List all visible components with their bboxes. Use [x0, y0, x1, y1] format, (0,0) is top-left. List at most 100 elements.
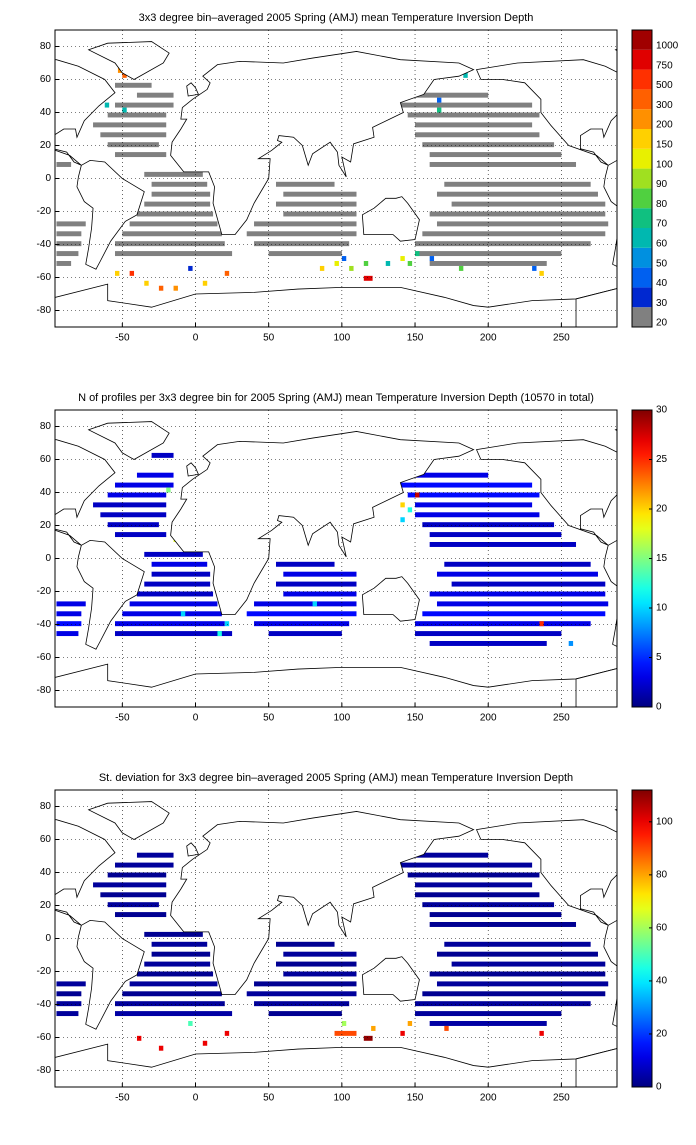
bin-cell: [275, 581, 357, 587]
bin-cell: [144, 961, 211, 967]
coastline: [55, 819, 116, 926]
bin-cell: [415, 882, 533, 888]
bin-cell: [539, 621, 544, 627]
y-tick-label: 40: [40, 867, 52, 878]
bin-cell: [144, 201, 211, 207]
bin-cell: [115, 102, 174, 108]
bin-cell: [385, 261, 391, 266]
colorbar-label: 750: [656, 60, 673, 71]
bin-cell: [173, 285, 178, 291]
bin-cell: [429, 211, 606, 217]
colorbar-swatch: [632, 208, 652, 228]
bin-cell: [429, 1021, 547, 1026]
plot-frame: [54, 409, 618, 708]
bin-cell: [104, 102, 110, 108]
plot-frame: [54, 789, 618, 1088]
coastline: [186, 842, 200, 857]
bin-cell: [254, 621, 350, 627]
bin-cell: [407, 112, 540, 118]
bin-cell: [429, 532, 562, 538]
bin-cell: [415, 1011, 562, 1017]
panel: 3x3 degree bin–averaged 2005 Spring (AMJ…: [37, 12, 679, 344]
x-tick-label: 50: [263, 713, 275, 724]
bin-cell: [151, 181, 208, 187]
colorbar-label: 90: [656, 179, 668, 190]
colorbar-label: 300: [656, 100, 673, 111]
y-tick-label: -20: [37, 966, 52, 977]
bin-cell: [312, 601, 317, 607]
y-tick-label: 0: [45, 553, 51, 564]
bin-cell: [429, 261, 547, 266]
bin-cell: [334, 261, 339, 266]
bin-cell: [436, 601, 609, 607]
bin-cell: [115, 862, 174, 868]
bin-cell: [444, 941, 591, 947]
bin-cell: [122, 107, 127, 113]
bin-cell: [415, 132, 540, 138]
colorbar-label: 5: [656, 652, 662, 663]
bin-cell: [100, 512, 167, 518]
bin-cell: [180, 611, 186, 617]
bin-cell: [268, 251, 342, 257]
cells: [56, 452, 609, 646]
bin-cell: [341, 1021, 347, 1026]
coastline: [76, 919, 145, 1030]
colorbar-label: 30: [656, 298, 668, 309]
bin-cell: [107, 872, 167, 878]
bin-cell: [275, 561, 335, 567]
bin-cell: [444, 1025, 449, 1031]
bin-cell: [136, 92, 174, 98]
colorbar-label: 80: [656, 199, 668, 210]
bin-cell: [122, 991, 222, 997]
coastline: [361, 576, 420, 622]
bin-cell: [136, 1035, 142, 1041]
y-tick-label: -60: [37, 272, 52, 283]
bin-cell: [136, 472, 174, 478]
y-tick-label: 20: [40, 900, 52, 911]
bin-cell: [254, 601, 357, 607]
x-tick-label: 0: [193, 333, 199, 344]
bin-cell: [122, 72, 127, 78]
colorbar-swatch: [632, 287, 652, 308]
colorbar-swatch: [632, 30, 652, 50]
x-tick-label: 250: [553, 1093, 570, 1104]
bin-cell: [283, 951, 357, 957]
bin-cell: [444, 181, 591, 187]
colorbar-swatch: [632, 49, 652, 70]
bin-cell: [56, 251, 79, 257]
coastline: [76, 159, 145, 270]
bin-cell: [415, 1001, 591, 1007]
bin-cell: [283, 971, 357, 977]
bin-cell: [217, 631, 222, 637]
bin-cell: [415, 631, 562, 637]
bin-cell: [283, 591, 357, 597]
colorbar-label: 20: [656, 1029, 668, 1040]
panel: N of profiles per 3x3 degree bin for 200…: [37, 392, 668, 724]
bin-cell: [56, 221, 86, 227]
colorbar-swatch: [632, 129, 652, 149]
y-tick-label: -40: [37, 999, 52, 1010]
bin-cell: [415, 492, 420, 498]
bin-cell: [93, 502, 167, 508]
colorbar-label: 150: [656, 139, 673, 150]
bin-cell: [254, 1001, 350, 1007]
colorbar-label: 15: [656, 553, 668, 564]
colorbar-frame: [631, 29, 653, 328]
bin-cell: [415, 502, 533, 508]
bin-cell: [451, 581, 606, 587]
bin-cell: [246, 991, 357, 997]
bin-cell: [115, 241, 225, 247]
bin-cell: [319, 265, 325, 271]
bin-cell: [415, 621, 591, 627]
colorbar-label: 20: [656, 318, 668, 329]
bin-cell: [158, 285, 164, 291]
bin-cell: [56, 621, 82, 627]
bin-cell: [107, 112, 167, 118]
bin-cell: [422, 611, 606, 617]
bin-cell: [151, 571, 211, 577]
chart-title: 3x3 degree bin–averaged 2005 Spring (AMJ…: [139, 12, 534, 24]
bin-cell: [246, 611, 357, 617]
bin-cell: [254, 981, 357, 987]
bin-cell: [151, 561, 208, 567]
colorbar-label: 40: [656, 976, 668, 987]
